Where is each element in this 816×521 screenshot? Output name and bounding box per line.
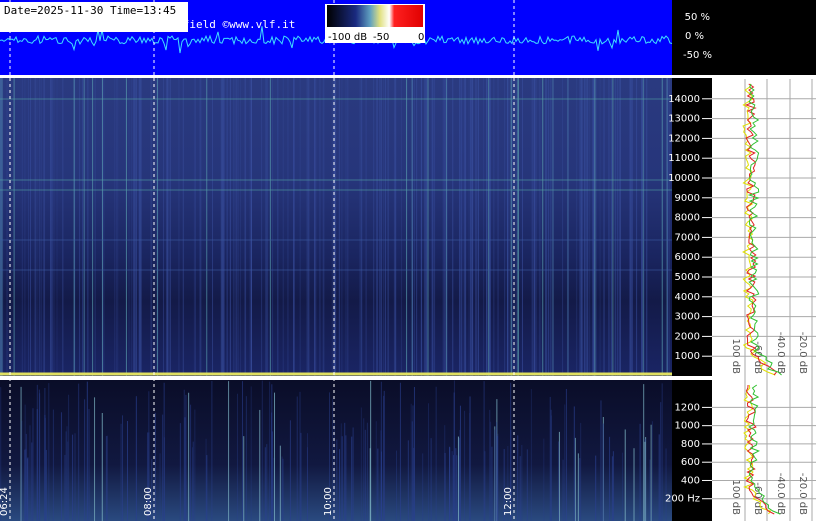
spectrum-axis-label: 100 dB	[730, 480, 741, 516]
colorbar-label: -100 dB	[328, 32, 367, 43]
separator	[0, 75, 816, 78]
spectrum-curve	[745, 384, 775, 515]
header-date: Date=2025-11-30 Time=13:45	[4, 4, 176, 17]
spectrum-curve	[743, 384, 772, 515]
spectrogram-upper	[0, 78, 672, 376]
y-tick-label: 13000	[668, 114, 700, 125]
spectrogram-lower	[0, 380, 672, 521]
y-tick-label: 12000	[668, 133, 700, 144]
y-tick-label: 14000	[668, 94, 700, 105]
y-tick-label: 3000	[675, 312, 700, 323]
header-freq: Freq= 1...15000 Hz VLF E-field ©www.vlf.…	[4, 18, 295, 31]
y-tick-label: 800	[681, 439, 700, 450]
colorbar-label: 0	[418, 32, 424, 43]
spectrum-axis-label: -20.0 dB	[797, 473, 808, 515]
y-tick-label: 200 Hz	[665, 494, 700, 505]
y-tick-label: 7000	[675, 232, 700, 243]
spectrum-axis-label: -40.0 dB	[775, 473, 786, 515]
colorbar-label: -50	[373, 32, 389, 43]
time-label: 06:24	[0, 487, 10, 516]
spectrum-curve	[747, 83, 782, 376]
spectrum-curve	[741, 83, 776, 376]
spectrum-panel	[712, 380, 816, 521]
texture	[0, 0, 673, 521]
waveform-axis-label: -50 %	[683, 50, 712, 61]
y-tick-label: 11000	[668, 153, 700, 164]
y-tick-label: 10000	[668, 173, 700, 184]
time-label: 12:00	[503, 487, 514, 516]
waveform-axis-label: 0 %	[685, 31, 704, 42]
colorbar	[327, 5, 423, 27]
y-tick-label: 2000	[675, 331, 700, 342]
separator	[0, 376, 816, 380]
y-tick-label: 600	[681, 457, 700, 468]
spectrum-axis-label: -60 dB	[752, 341, 763, 374]
spectrum-axis-label: 100 dB	[730, 339, 741, 375]
y-tick-label: 4000	[675, 292, 700, 303]
header-box	[0, 2, 188, 32]
spectrum-curve	[748, 384, 781, 515]
spectrum-axis-label: -20.0 dB	[797, 332, 808, 374]
y-tick-label: 5000	[675, 272, 700, 283]
waveform-axis-label: 50 %	[685, 12, 710, 23]
y-tick-label: 9000	[675, 193, 700, 204]
spectrum-panel	[712, 78, 816, 376]
spectrum-curve	[744, 83, 778, 376]
y-tick-label: 8000	[675, 213, 700, 224]
y-tick-label: 6000	[675, 252, 700, 263]
time-label: 08:00	[143, 487, 154, 516]
spectrum-axis-label: -40.0 dB	[775, 332, 786, 374]
y-tick-label: 400	[681, 475, 700, 486]
y-tick-label: 1200	[675, 402, 700, 413]
y-tick-label: 1000	[675, 421, 700, 432]
time-label: 10:00	[323, 487, 334, 516]
y-tick-label: 1000	[675, 351, 700, 362]
